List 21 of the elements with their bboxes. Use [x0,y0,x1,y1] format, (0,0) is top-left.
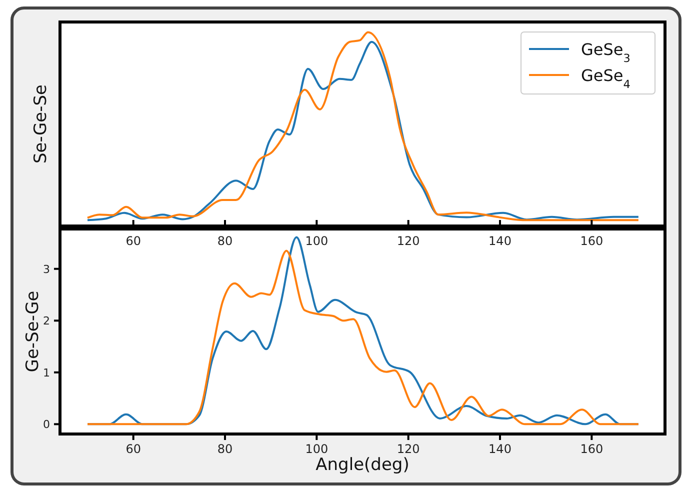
legend-label: GeSe$_{4}$ [581,66,630,90]
x-tick-label: 80 [217,442,233,456]
x-axis-title: Angle(deg) [316,455,410,475]
y-tick-label: 3 [43,262,50,276]
y-axis-title: Se-Ge-Se [31,84,51,164]
x-tick-label: 60 [126,234,141,248]
x-tick-label: 140 [488,234,512,248]
x-tick-label: 140 [488,442,512,456]
x-tick-label: 120 [396,442,420,456]
y-axis-title: Ge-Se-Ge [23,290,43,372]
y-tick-label: 2 [43,314,50,328]
x-tick-label: 160 [580,442,604,456]
x-tick-label: 100 [305,234,328,248]
x-tick-label: 120 [396,234,420,248]
x-tick-label: 80 [217,234,233,248]
x-tick-label: 160 [580,234,604,248]
x-tick-label: 100 [305,442,328,456]
legend-label: GeSe$_{3}$ [581,40,630,64]
y-tick-label: 0 [43,418,50,432]
x-tick-label: 60 [126,442,141,456]
y-tick-label: 1 [43,366,50,380]
